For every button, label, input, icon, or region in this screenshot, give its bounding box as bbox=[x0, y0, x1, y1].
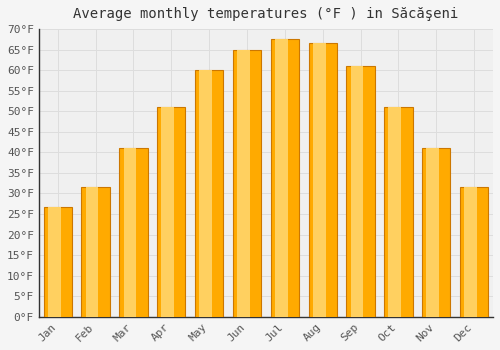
Bar bbox=[162, 107, 174, 317]
Bar bbox=[313, 43, 326, 317]
Bar bbox=[384, 107, 412, 317]
Bar bbox=[44, 208, 72, 317]
Bar bbox=[460, 187, 488, 317]
Bar bbox=[464, 187, 477, 317]
Bar bbox=[308, 43, 337, 317]
Title: Average monthly temperatures (°F ) in Săcăşeni: Average monthly temperatures (°F ) in Să… bbox=[74, 7, 458, 21]
Bar bbox=[233, 50, 261, 317]
Bar bbox=[426, 148, 439, 317]
Bar bbox=[157, 107, 186, 317]
Bar bbox=[82, 187, 110, 317]
Bar bbox=[48, 208, 60, 317]
Bar bbox=[422, 148, 450, 317]
Bar bbox=[237, 50, 250, 317]
Bar bbox=[119, 148, 148, 317]
Bar bbox=[270, 39, 299, 317]
Bar bbox=[199, 70, 212, 317]
Bar bbox=[275, 39, 287, 317]
Bar bbox=[124, 148, 136, 317]
Bar bbox=[346, 66, 375, 317]
Bar bbox=[195, 70, 224, 317]
Bar bbox=[388, 107, 402, 317]
Bar bbox=[86, 187, 98, 317]
Bar bbox=[350, 66, 364, 317]
